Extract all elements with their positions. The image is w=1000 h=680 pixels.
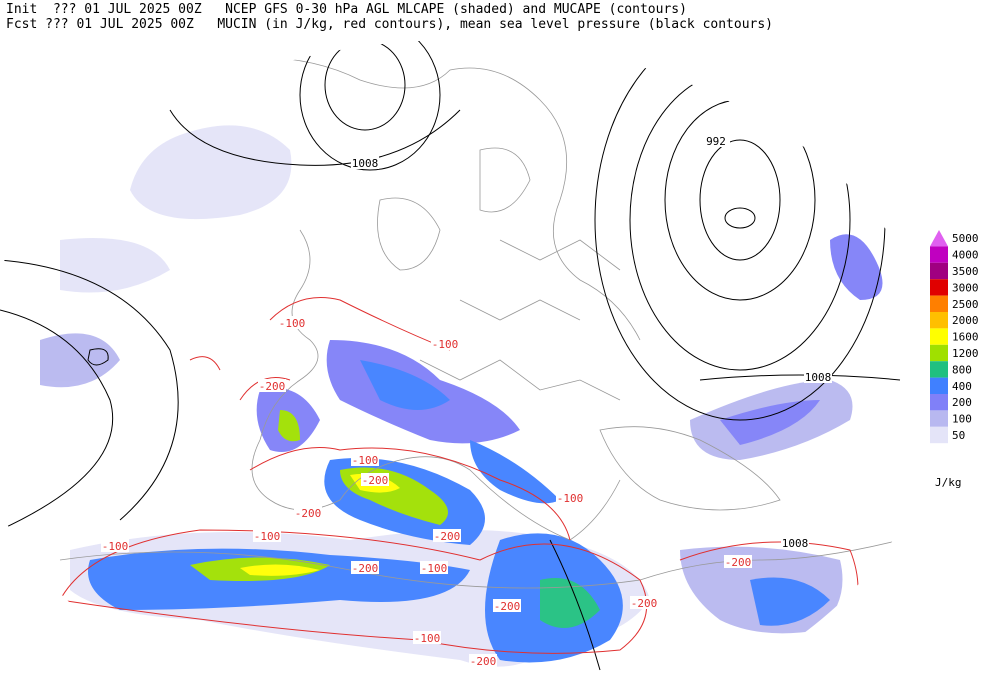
cin-label: -200 <box>434 530 461 543</box>
label-bg <box>413 631 441 644</box>
pressure-label: 1008 <box>352 157 379 170</box>
colorbar-label: 200 <box>952 396 972 409</box>
colorbar-box <box>930 394 948 411</box>
label-bg <box>361 473 389 486</box>
colorbar-box <box>930 295 948 312</box>
colorbar-label: 800 <box>952 363 972 376</box>
cin-label: -100 <box>421 562 448 575</box>
label-bg <box>781 536 809 549</box>
colorbar-box <box>930 377 948 394</box>
label-bg <box>420 561 448 574</box>
colorbar-box <box>930 344 948 362</box>
cin-label: -100 <box>279 317 306 330</box>
colorbar-box <box>930 410 948 427</box>
colorbar-label: 2500 <box>952 298 979 311</box>
colorbar-box <box>930 246 948 263</box>
colorbar-unit: J/kg <box>935 476 962 489</box>
cin-label: -100 <box>102 540 129 553</box>
label-bg <box>278 316 306 329</box>
colorbar-label: 5000 <box>952 232 979 245</box>
label-bg <box>431 337 459 350</box>
label-bg <box>294 506 322 519</box>
label-bg <box>804 370 832 383</box>
pressure-label: 1008 <box>782 537 809 550</box>
label-bg <box>253 529 281 542</box>
colorbar-box <box>930 361 948 378</box>
pressure-label: 992 <box>706 135 726 148</box>
isobars <box>0 40 901 671</box>
label-bg <box>630 596 658 609</box>
label-bg <box>351 156 379 169</box>
cin-label: -200 <box>725 556 752 569</box>
colorbar-box <box>930 426 948 444</box>
pressure-label: 1008 <box>805 371 832 384</box>
header-line: Fcst ??? 01 JUL 2025 00Z MUCIN (in J/kg,… <box>6 17 774 32</box>
cin-label: -200 <box>631 597 658 610</box>
cin-label: -100 <box>557 492 584 505</box>
label-bg <box>351 561 379 574</box>
label-bg <box>258 379 286 392</box>
cin-label: -100 <box>414 632 441 645</box>
cin-label: -200 <box>494 600 521 613</box>
colorbar-label: 50 <box>952 429 965 442</box>
cin-label: -200 <box>362 474 389 487</box>
colorbar-box <box>930 279 948 296</box>
colorbar-label: 1600 <box>952 331 979 344</box>
colorbar-label: 3000 <box>952 281 979 294</box>
colorbar-label: 1200 <box>952 347 979 360</box>
colorbar-label: 4000 <box>952 249 979 262</box>
cin-label: -200 <box>259 380 286 393</box>
label-bg <box>469 654 497 667</box>
cin-label: -100 <box>432 338 459 351</box>
colorbar-label: 3500 <box>952 265 979 278</box>
cin-label: -200 <box>295 507 322 520</box>
colorbar-box <box>930 262 948 280</box>
colorbar-label: 2000 <box>952 314 979 327</box>
label-bg <box>101 539 129 552</box>
label-bg <box>702 134 730 147</box>
colorbar-label: 400 <box>952 380 972 393</box>
label-bg <box>556 491 584 504</box>
colorbar-arrow <box>930 230 948 247</box>
label-bg <box>493 599 521 612</box>
label-bg <box>724 555 752 568</box>
colorbar-box <box>930 312 948 329</box>
cin-label: -200 <box>470 655 497 668</box>
colorbar-label: 100 <box>952 413 972 426</box>
label-bg <box>351 453 379 466</box>
cin-label: -200 <box>352 562 379 575</box>
label-bg <box>433 529 461 542</box>
cin-label: -100 <box>352 454 379 467</box>
cin-label: -100 <box>254 530 281 543</box>
header-line: Init ??? 01 JUL 2025 00Z NCEP GFS 0-30 h… <box>6 2 687 17</box>
colorbar-box <box>930 328 948 345</box>
